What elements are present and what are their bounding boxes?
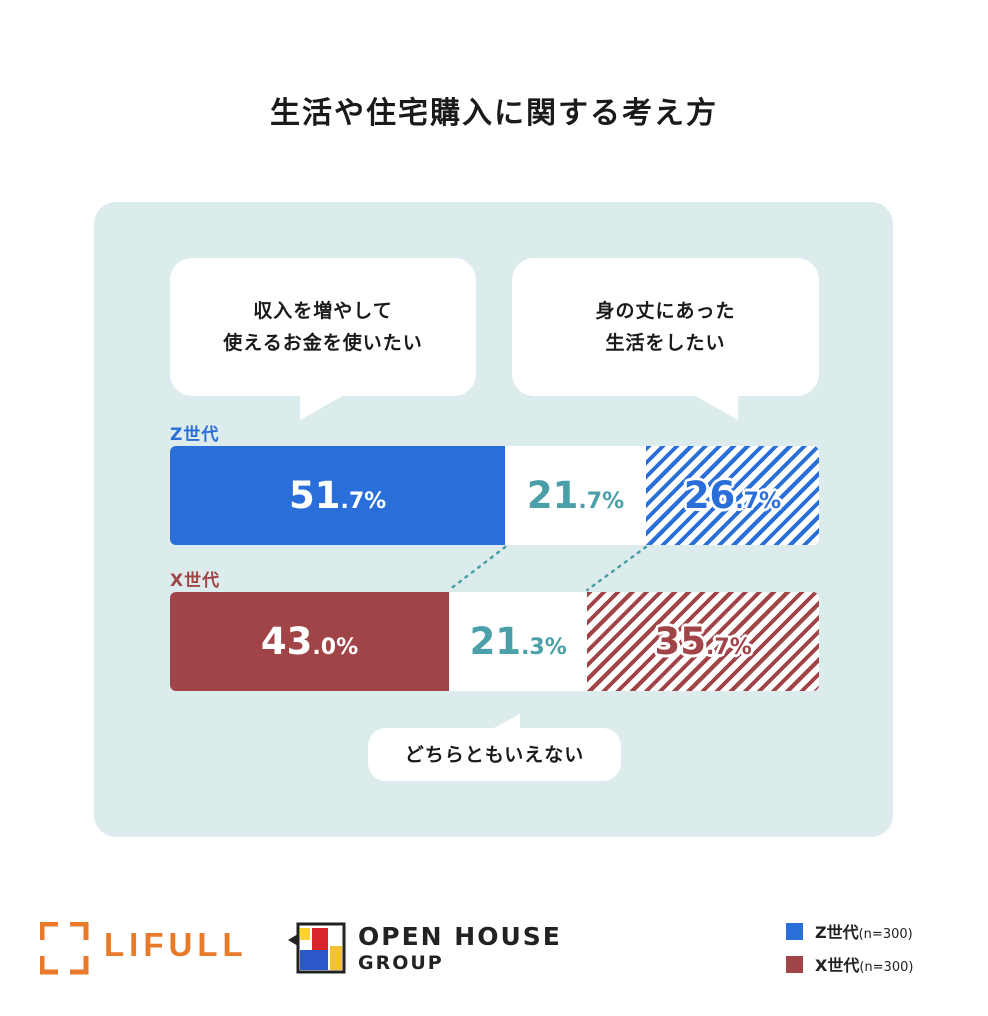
gen-z-label: Z世代 bbox=[170, 425, 220, 445]
gen-x-label: X世代 bbox=[170, 571, 221, 591]
bar-row-z: 51.7% 21.7% 26.7% bbox=[170, 446, 819, 545]
bar-row-x: 43.0% 21.3% 35.7% bbox=[170, 592, 819, 691]
bar-x-neutral-label: 21 bbox=[469, 620, 522, 663]
bubble-left-tail bbox=[300, 394, 346, 420]
bubble-live-within-means-text: 身の丈にあった 生活をしたい bbox=[595, 300, 736, 354]
openhouse-logo-icon bbox=[288, 922, 346, 974]
openhouse-logo-line2: GROUP bbox=[358, 952, 444, 974]
bar-x-live-within-means-label: 35 bbox=[654, 620, 707, 663]
bubble-increase-income: 収入を増やして 使えるお金を使いたい bbox=[170, 258, 476, 396]
bubble-right-tail bbox=[692, 394, 738, 420]
legend-swatch-z bbox=[786, 922, 803, 940]
bar-z-increase-income-label: 51 bbox=[288, 474, 341, 517]
lifull-logo-icon bbox=[40, 922, 89, 975]
openhouse-logo-line1: OPEN HOUSE bbox=[358, 922, 562, 951]
bubble-increase-income-text: 収入を増やして 使えるお金を使いたい bbox=[223, 300, 423, 354]
bar-z-neutral-label: 21 bbox=[526, 474, 579, 517]
lifull-logo-text: LIFULL bbox=[104, 926, 248, 963]
legend-label-z: Z世代(n=300) bbox=[815, 923, 913, 942]
legend-swatch-x bbox=[786, 955, 803, 973]
bar-z-live-within-means-label: 26 bbox=[683, 474, 736, 517]
bubble-neutral: どちらともいえない bbox=[368, 728, 621, 781]
legend: Z世代(n=300) X世代(n=300) bbox=[786, 920, 913, 986]
chart-title: 生活や住宅購入に関する考え方 bbox=[270, 96, 718, 131]
bar-z-neutral: 21.7% bbox=[505, 446, 646, 545]
bubble-neutral-text: どちらともいえない bbox=[404, 743, 585, 766]
bar-x-neutral: 21.3% bbox=[449, 592, 588, 691]
legend-item-z: Z世代(n=300) bbox=[786, 920, 913, 942]
bar-z-live-within-means: 26.7% bbox=[645, 446, 819, 545]
bar-x-increase-income: 43.0% bbox=[170, 592, 450, 691]
bar-z-increase-income: 51.7% bbox=[170, 446, 506, 545]
bubble-live-within-means: 身の丈にあった 生活をしたい bbox=[512, 258, 819, 396]
legend-label-x: X世代(n=300) bbox=[815, 956, 914, 975]
bar-x-live-within-means: 35.7% bbox=[587, 592, 819, 691]
bar-x-increase-income-label: 43 bbox=[260, 620, 313, 663]
legend-item-x: X世代(n=300) bbox=[786, 953, 913, 975]
bubble-bottom-tail bbox=[490, 714, 520, 730]
